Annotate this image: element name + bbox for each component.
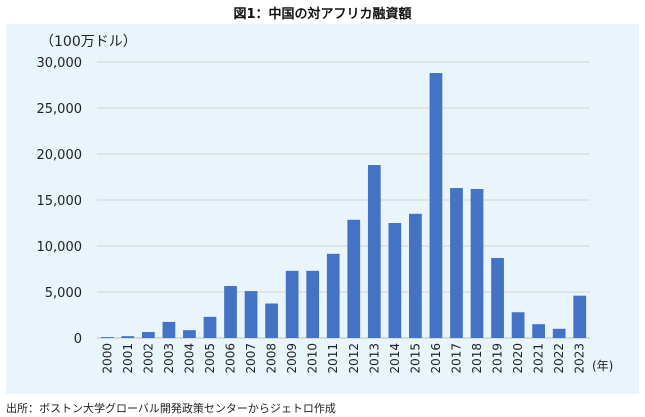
bar (347, 219, 361, 338)
bar (450, 188, 463, 338)
x-axis-unit-label: (年) (592, 359, 613, 373)
y-axis: 0 5,000 10,000 15,000 20,000 25,000 30,000 (37, 56, 83, 347)
bar (265, 303, 278, 338)
bar (388, 223, 402, 338)
bar (367, 165, 381, 338)
bar (573, 295, 587, 338)
x-tick-label: 2001 (121, 343, 135, 374)
bar (162, 321, 176, 338)
x-tick-label: 2007 (244, 343, 258, 374)
bar (306, 270, 320, 338)
x-tick-label: 2018 (470, 343, 484, 374)
x-tick-label: 2003 (162, 343, 176, 374)
bar (121, 336, 135, 338)
y-tick-label: 15,000 (37, 194, 83, 209)
x-tick-label: 2010 (306, 343, 320, 374)
y-tick-label: 10,000 (37, 240, 83, 255)
bar (511, 312, 525, 338)
x-tick-label: 2006 (224, 343, 238, 374)
x-tick-label: 2011 (326, 343, 340, 374)
bar (532, 324, 546, 338)
bar (100, 337, 114, 338)
y-tick-label: 25,000 (37, 102, 83, 117)
x-tick-label: 2002 (141, 343, 155, 374)
y-tick-label: 5,000 (45, 286, 82, 301)
x-tick-label: 2004 (182, 343, 196, 374)
x-tick-label: 2015 (408, 343, 422, 374)
x-tick-label: 2017 (449, 343, 463, 374)
x-axis: 2000 2001 2002 2003 2004 2005 2006 2007 2008 2009… (100, 343, 586, 374)
y-axis-unit-label: （100万ドル） (40, 34, 137, 50)
x-tick-label: 2014 (388, 343, 402, 374)
x-tick-label: 2021 (532, 343, 546, 374)
x-tick-label: 2022 (552, 343, 566, 374)
bar (429, 73, 443, 338)
x-tick-label: 2008 (265, 343, 279, 374)
x-tick-label: 2009 (285, 343, 299, 374)
bar (470, 188, 484, 338)
y-tick-label: 20,000 (37, 148, 83, 163)
bar (326, 253, 340, 338)
x-tick-label: 2023 (573, 343, 587, 374)
bar (285, 270, 299, 338)
x-tick-label: 2020 (511, 343, 525, 374)
bars (100, 73, 587, 338)
x-tick-label: 2016 (429, 343, 443, 374)
bar (141, 332, 155, 338)
bar (409, 213, 422, 338)
bar (224, 286, 237, 338)
bar (183, 330, 196, 338)
x-tick-label: 2005 (203, 343, 217, 374)
x-tick-label: 2013 (367, 343, 381, 374)
bar (552, 328, 566, 338)
gridlines (97, 61, 590, 339)
y-tick-label: 30,000 (37, 56, 83, 71)
chart-title: 図1：中国の対アフリカ融資額 (233, 7, 412, 22)
y-tick-label: 0 (74, 332, 82, 347)
x-tick-label: 2012 (347, 343, 361, 374)
bar (244, 291, 258, 338)
source-note: 出所：ボストン大学グローバル開発政策センターからジェトロ作成 (6, 402, 336, 415)
x-tick-label: 2000 (100, 343, 114, 374)
bar (203, 316, 217, 338)
bar (491, 257, 504, 338)
x-tick-label: 2019 (491, 343, 505, 374)
